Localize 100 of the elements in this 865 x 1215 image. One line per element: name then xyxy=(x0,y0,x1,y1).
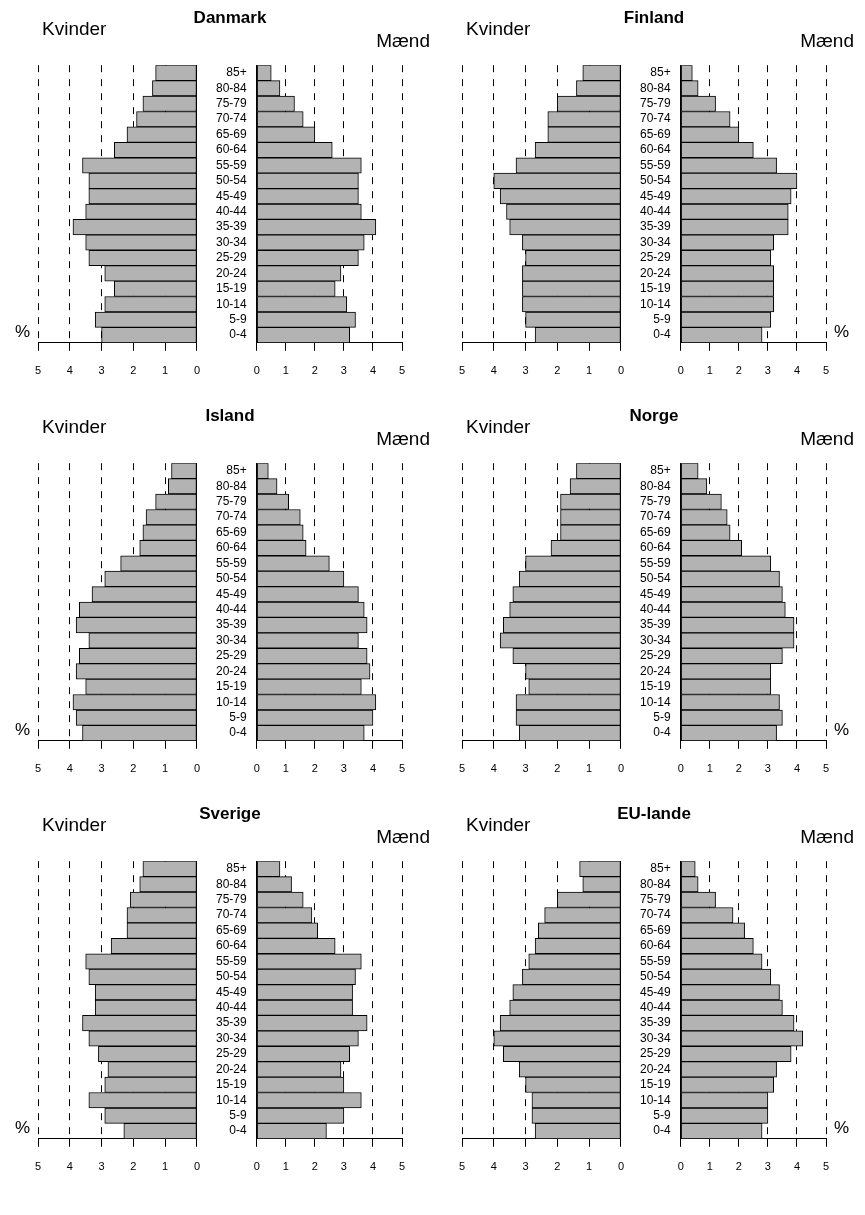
text: Kvinder xyxy=(466,416,531,438)
y-tick-label: 30-34 xyxy=(639,632,672,647)
x-tick-label: 3 xyxy=(522,762,529,775)
y-tick-label: 10-14 xyxy=(215,694,248,709)
x-tick-label: 2 xyxy=(735,762,742,775)
y-tick-label: 35-39 xyxy=(215,219,248,234)
y-tick-label: 85+ xyxy=(650,463,671,478)
x-tick-label: 3 xyxy=(98,364,105,377)
y-tick-label: 15-19 xyxy=(215,679,248,694)
y-tick-label: 15-19 xyxy=(215,1077,248,1092)
y-tick-label: 15-19 xyxy=(639,281,672,296)
y-tick-label: 80-84 xyxy=(639,478,672,493)
x-tick-label: 1 xyxy=(282,364,289,377)
y-tick-label: 45-49 xyxy=(215,586,248,601)
y-tick-label: 60-64 xyxy=(215,142,248,157)
x-tick-label: 3 xyxy=(98,762,105,775)
y-tick-label: 85+ xyxy=(226,463,247,478)
x-tick-label: 3 xyxy=(522,364,529,377)
y-tick-label: 50-54 xyxy=(639,173,672,188)
text: Kvinder xyxy=(42,814,107,836)
y-tick-label: 55-59 xyxy=(215,157,248,172)
x-tick-label: 3 xyxy=(340,1160,347,1173)
y-tick-label: 75-79 xyxy=(215,96,248,111)
y-tick-label: 10-14 xyxy=(639,296,672,311)
x-tick-label: 5 xyxy=(458,762,466,775)
y-tick-label: 45-49 xyxy=(639,984,672,999)
x-tick-label: 3 xyxy=(98,1160,105,1173)
y-tick-label: 15-19 xyxy=(639,679,672,694)
x-tick-label: 0 xyxy=(193,364,200,377)
x-tick-label: 5 xyxy=(34,364,42,377)
y-tick-label: 70-74 xyxy=(639,111,672,126)
y-tick-label: 5-9 xyxy=(229,1107,248,1122)
chart-title: Sverige xyxy=(199,804,261,823)
x-tick-label: 4 xyxy=(490,762,497,775)
y-tick-label: 0-4 xyxy=(229,327,248,342)
y-tick-label: 55-59 xyxy=(639,953,672,968)
x-tick-label: 0 xyxy=(617,762,624,775)
y-tick-label: 80-84 xyxy=(215,876,248,891)
y-tick-label: 25-29 xyxy=(215,648,248,663)
x-tick-label: 3 xyxy=(764,762,771,775)
y-tick-label: 25-29 xyxy=(639,1046,672,1061)
y-tick-label: 40-44 xyxy=(639,1000,672,1015)
y-tick-label: 35-39 xyxy=(639,219,672,234)
x-axis-title: % xyxy=(834,719,850,739)
y-tick-label: 75-79 xyxy=(639,892,672,907)
y-tick-label: 20-24 xyxy=(215,265,248,280)
y-tick-label: 20-24 xyxy=(215,1061,248,1076)
y-tick-label: 60-64 xyxy=(215,938,248,953)
y-tick-label: 65-69 xyxy=(639,922,672,937)
x-tick-label: 3 xyxy=(340,762,347,775)
y-tick-label: 80-84 xyxy=(639,876,672,891)
text: Mænd xyxy=(376,30,430,52)
y-tick-label: 5-9 xyxy=(229,311,248,326)
y-tick-label: 80-84 xyxy=(215,478,248,493)
y-tick-label: 55-59 xyxy=(639,157,672,172)
x-tick-label: 2 xyxy=(130,762,137,775)
text: Mænd xyxy=(800,826,854,848)
y-tick-label: 25-29 xyxy=(215,1046,248,1061)
y-tick-label: 30-34 xyxy=(215,1030,248,1045)
y-tick-label: 25-29 xyxy=(639,648,672,663)
text: Kvinder xyxy=(466,18,531,40)
text: Mænd xyxy=(376,826,430,848)
y-tick-label: 80-84 xyxy=(215,80,248,95)
y-tick-label: 45-49 xyxy=(215,984,248,999)
y-tick-label: 5-9 xyxy=(653,709,672,724)
y-tick-label: 20-24 xyxy=(639,1061,672,1076)
y-tick-label: 5-9 xyxy=(653,1107,672,1122)
x-tick-label: 1 xyxy=(706,1160,713,1173)
y-tick-label: 70-74 xyxy=(639,509,672,524)
x-tick-label: 3 xyxy=(340,364,347,377)
text: Kvinder xyxy=(42,18,107,40)
y-tick-label: 65-69 xyxy=(215,524,248,539)
x-tick-label: 5 xyxy=(822,762,830,775)
x-tick-label: 5 xyxy=(458,364,466,377)
y-tick-label: 35-39 xyxy=(215,617,248,632)
x-tick-label: 4 xyxy=(369,1160,376,1173)
x-tick-label: 0 xyxy=(677,1160,684,1173)
x-tick-label: 2 xyxy=(554,762,561,775)
y-tick-label: 45-49 xyxy=(639,188,672,203)
y-tick-label: 85+ xyxy=(650,65,671,80)
y-tick-label: 65-69 xyxy=(215,922,248,937)
y-tick-label: 20-24 xyxy=(639,265,672,280)
x-tick-label: 4 xyxy=(369,762,376,775)
x-axis-title: % xyxy=(14,1117,30,1137)
y-tick-label: 35-39 xyxy=(639,1015,672,1030)
x-tick-label: 5 xyxy=(34,762,42,775)
x-axis-title: % xyxy=(834,321,850,341)
x-tick-label: 3 xyxy=(764,1160,771,1173)
x-tick-label: 5 xyxy=(398,364,406,377)
y-tick-label: 85+ xyxy=(226,65,247,80)
x-tick-label: 3 xyxy=(522,1160,529,1173)
chart-title: Danmark xyxy=(193,8,267,27)
y-tick-label: 0-4 xyxy=(653,725,672,740)
x-axis-title: % xyxy=(14,321,30,341)
x-tick-label: 2 xyxy=(311,1160,318,1173)
x-tick-label: 4 xyxy=(66,1160,73,1173)
x-tick-label: 1 xyxy=(586,1160,593,1173)
x-tick-label: 1 xyxy=(162,762,169,775)
y-tick-label: 50-54 xyxy=(639,969,672,984)
y-tick-label: 15-19 xyxy=(639,1077,672,1092)
